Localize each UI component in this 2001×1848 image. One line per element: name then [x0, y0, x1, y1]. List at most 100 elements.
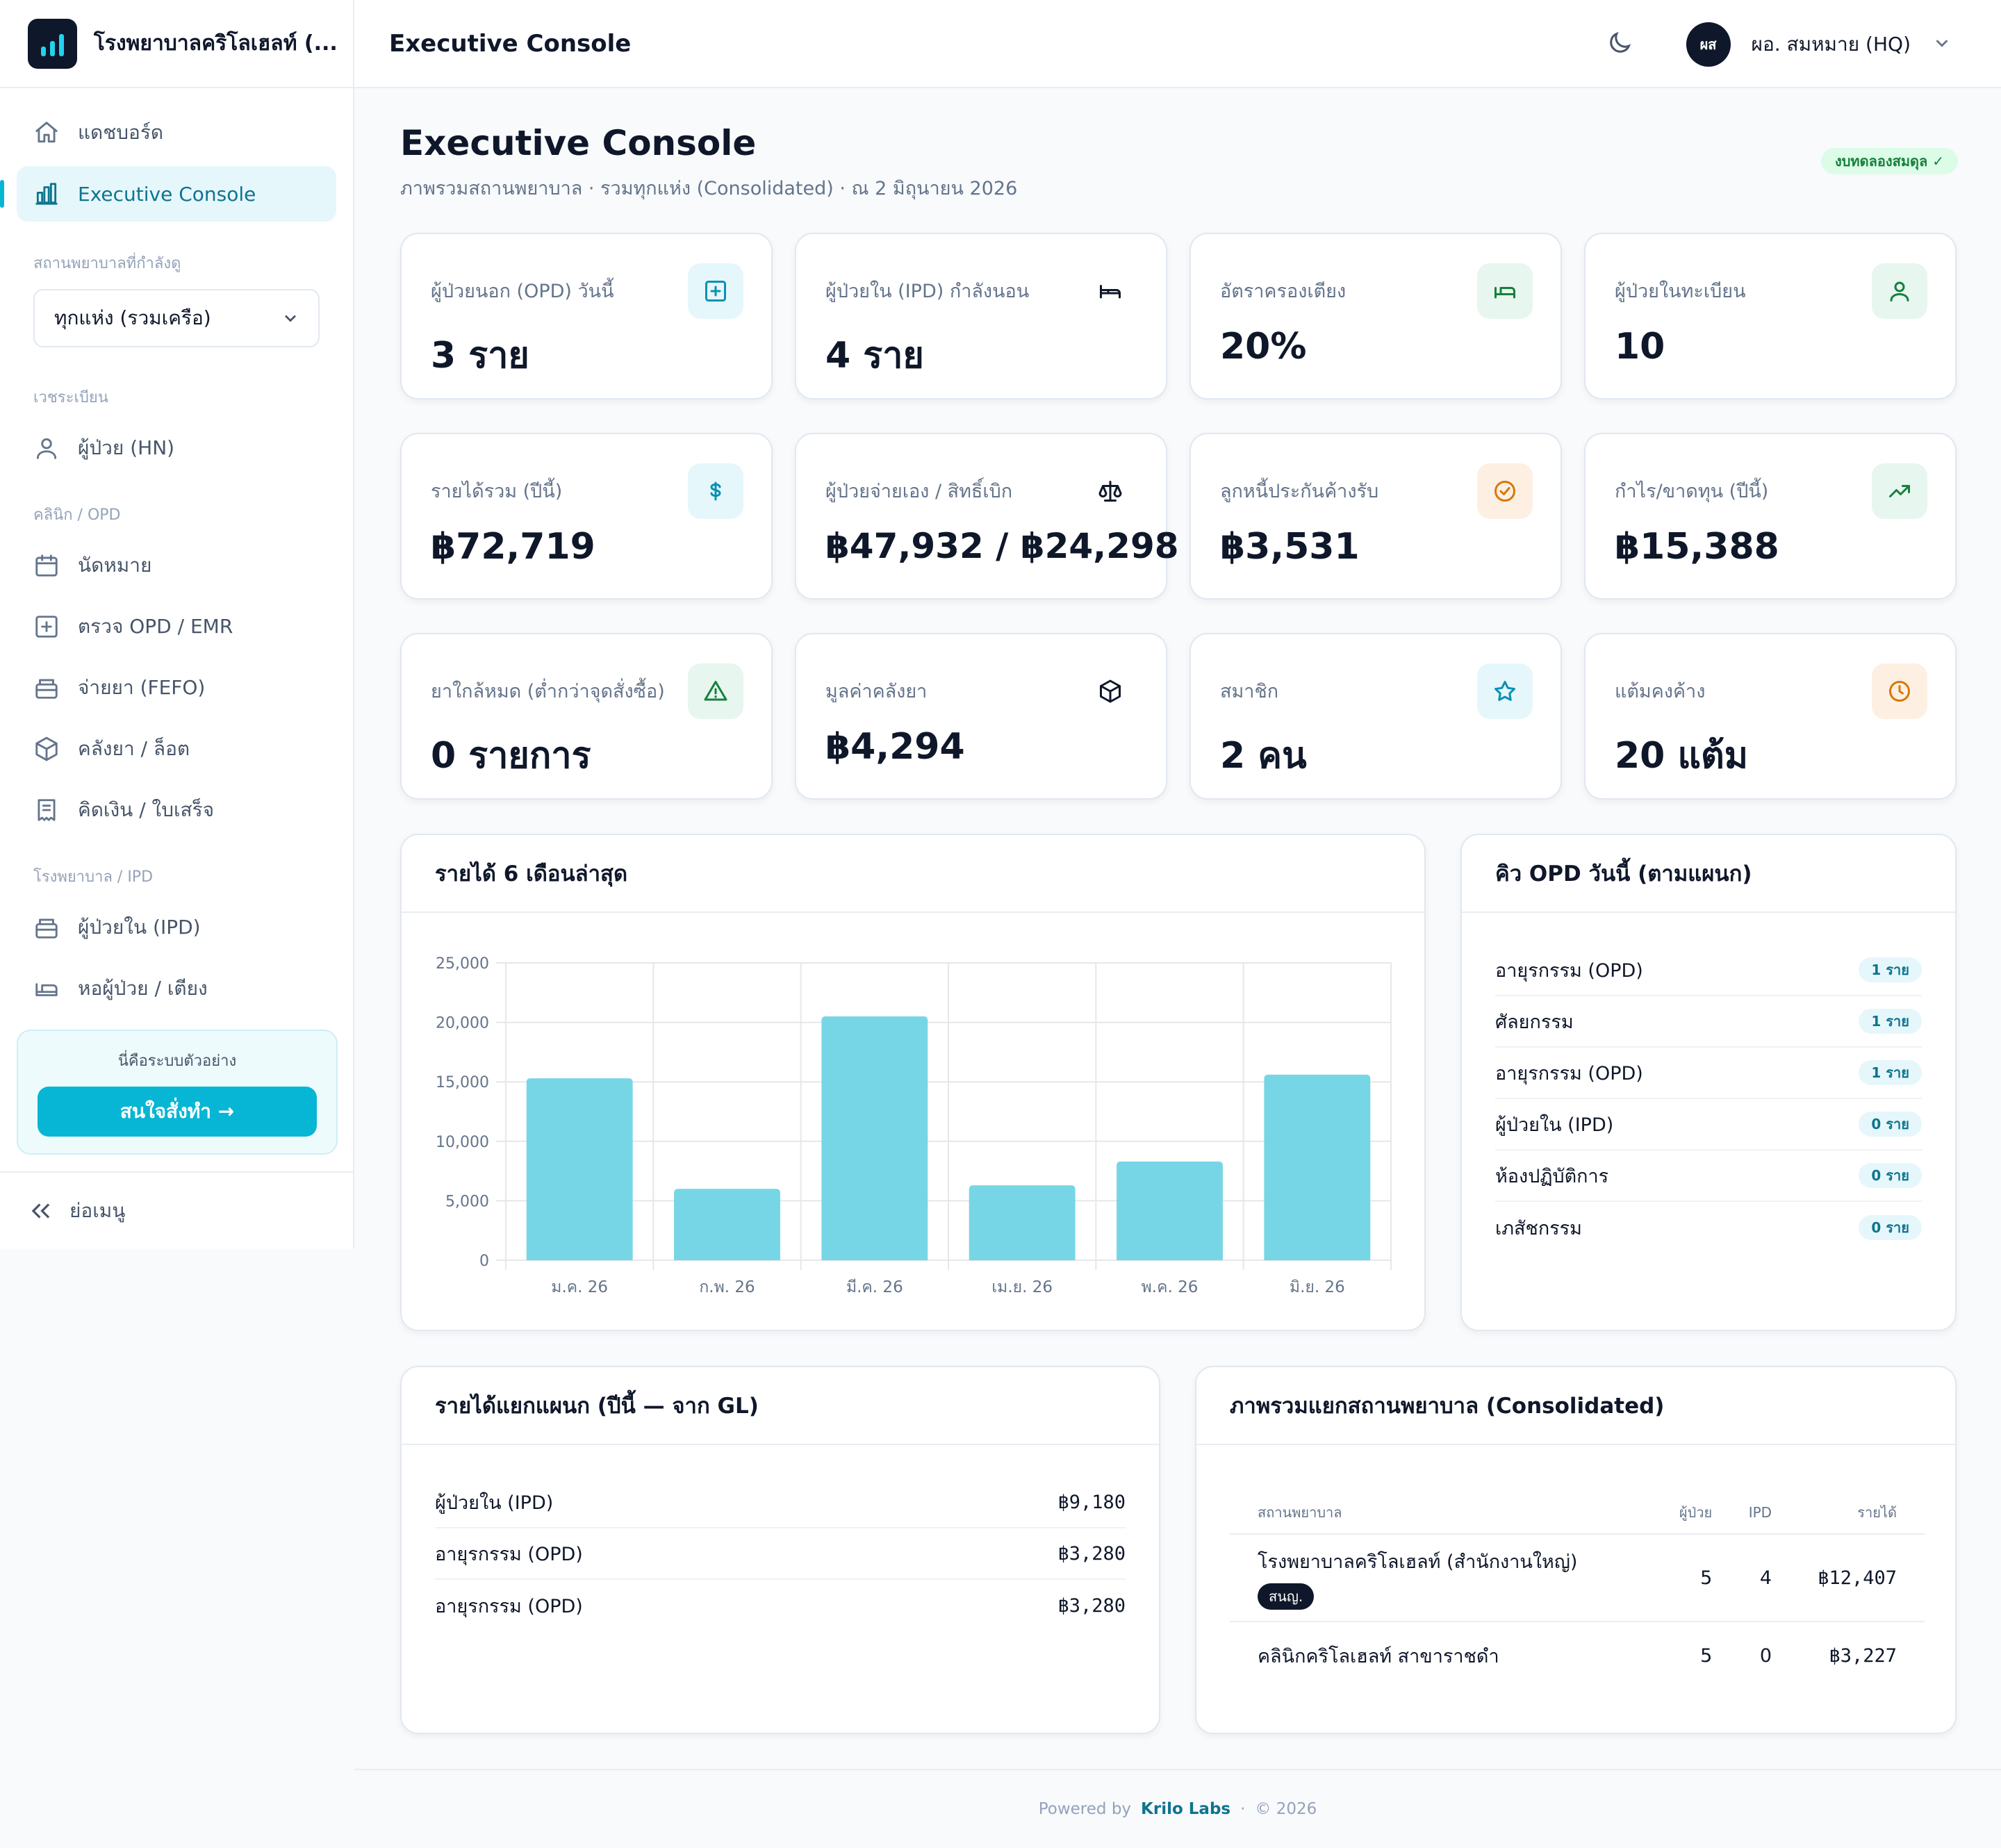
brand-header[interactable]: โรงพยาบาลคริโลเฮลท์ (...	[0, 0, 353, 88]
receipt-icon	[38, 799, 56, 821]
list-item: ผู้ป่วยใน (IPD) ฿9,180	[435, 1477, 1126, 1528]
page-title: Executive Console	[400, 123, 757, 163]
user-icon	[1872, 263, 1927, 319]
collapse-menu-button[interactable]: ย่อเมนู	[0, 1171, 354, 1249]
kpi-label: รายได้รวม (ปีนี้)	[431, 481, 563, 502]
table-header-row: สถานพยาบาล ผู้ป่วย IPD รายได้	[1230, 1491, 1925, 1535]
status-badge: งบทดลองสมดุล ✓	[1820, 148, 1958, 174]
y-tick-label: 15,000	[436, 1074, 489, 1091]
facility-select[interactable]: ทุกแห่ง (รวมเครือ)	[33, 289, 320, 347]
sidebar-item-executive-console[interactable]: Executive Console	[0, 166, 336, 222]
dept-name: ผู้ป่วยใน (IPD)	[435, 1492, 554, 1514]
sidebar-item-label: ผู้ป่วย (HN)	[78, 436, 175, 459]
kpi-label: ผู้ป่วยนอก (OPD) วันนี้	[431, 281, 614, 302]
kpi-value: ฿47,932 / ฿24,298	[825, 526, 1179, 566]
ipd-cell: 0	[1759, 1645, 1772, 1667]
inpatient-icon	[35, 918, 58, 939]
user-icon	[36, 438, 57, 459]
kpi-card-low-stock: ยาใกล้หมด (ต่ำกว่าจุดสั่งซื้อ) 0 รายการ	[400, 633, 773, 800]
queue-list: อายุรกรรม (OPD) 1 ราย ศัลยกรรม 1 ราย อายุร…	[1462, 913, 1955, 1253]
bar-chart-icon	[35, 183, 58, 205]
chevron-down-icon	[285, 315, 296, 322]
kpi-label: ผู้ป่วยจ่ายเอง / สิทธิ์เบิก	[825, 481, 1013, 502]
queue-count-badge: 0 ราย	[1859, 1112, 1922, 1137]
facility-cell: โรงพยาบาลคริโลเฮลท์ (สำนักงานใหญ่) สนญ.	[1230, 1534, 1670, 1622]
user-name[interactable]: ผอ. สมหมาย (HQ)	[1751, 32, 1911, 56]
sidebar-item-inventory[interactable]: คลังยา / ล็อต	[17, 721, 336, 777]
footer: Powered by Krilo Labs · © 2026	[354, 1769, 2001, 1848]
sidebar-item-wards[interactable]: หอผู้ป่วย / เตียง	[17, 961, 336, 1016]
footer-powered: Powered by	[1038, 1800, 1132, 1818]
x-tick-label: มิ.ย. 26	[1290, 1278, 1345, 1296]
y-tick-label: 25,000	[436, 955, 489, 973]
sidebar-item-appointments[interactable]: นัดหมาย	[17, 538, 336, 593]
sidebar-item-label: Executive Console	[78, 182, 256, 206]
kpi-label: ยาใกล้หมด (ต่ำกว่าจุดสั่งซื้อ)	[431, 681, 665, 702]
kpi-label: อัตราครองเตียง	[1220, 281, 1347, 302]
collapse-label: ย่อเมนู	[69, 1199, 126, 1222]
kpi-card-inventory-value: มูลค่าคลังยา ฿4,294	[795, 633, 1167, 800]
kpi-card-opd-today: ผู้ป่วยนอก (OPD) วันนี้ 3 ราย	[400, 233, 773, 399]
kpi-label: ผู้ป่วยใน (IPD) กำลังนอน	[825, 281, 1030, 302]
revenue-bar-chart: 0 5,000 10,000 15,000 20,000 25,000 ม.ค. 26 ก.พ…	[436, 955, 1392, 1296]
sidebar-item-patients[interactable]: ผู้ป่วย (HN)	[17, 420, 336, 476]
footer-separator: ·	[1240, 1800, 1246, 1818]
sidebar-item-opd-emr[interactable]: ตรวจ OPD / EMR	[17, 599, 336, 654]
footer-brand-link[interactable]: Krilo Labs	[1141, 1800, 1231, 1818]
consolidated-table: สถานพยาบาล ผู้ป่วย IPD รายได้ โรงพยาบาลค…	[1230, 1491, 1925, 1690]
package-icon	[35, 736, 58, 761]
calendar-icon	[35, 554, 58, 577]
dept-amount: ฿9,180	[1057, 1491, 1126, 1513]
bed-icon	[1082, 263, 1138, 319]
sidebar-item-dispense[interactable]: จ่ายยา (FEFO)	[17, 660, 336, 716]
dept-amount: ฿3,280	[1057, 1542, 1126, 1565]
sidebar: โรงพยาบาลคริโลเฮลท์ (... แดชบอร์ด Execut…	[0, 0, 354, 1249]
order-button[interactable]: สนใจสั่งทำ →	[38, 1086, 317, 1137]
sidebar-item-ipd[interactable]: ผู้ป่วยใน (IPD)	[17, 900, 336, 955]
dept-name: อายุรกรรม (OPD)	[435, 1543, 583, 1565]
kpi-label: แต้มคงค้าง	[1615, 681, 1706, 702]
kpi-card-occupancy: อัตราครองเตียง 20%	[1189, 233, 1562, 399]
list-item: อายุรกรรม (OPD) ฿3,280	[435, 1580, 1126, 1631]
brand-name: โรงพยาบาลคริโลเฮลท์ (...	[93, 31, 338, 56]
sidebar-item-label: จ่ายยา (FEFO)	[78, 676, 206, 699]
list-item: ศัลยกรรม 1 ราย	[1495, 996, 1922, 1048]
section-registry: เวชระเบียน	[33, 389, 108, 406]
revenue-cell: ฿12,407	[1800, 1534, 1925, 1622]
x-tick-label: ม.ค. 26	[551, 1278, 608, 1296]
sidebar-item-billing[interactable]: คิดเงิน / ใบเสร็จ	[17, 782, 336, 838]
kpi-card-ipd-current: ผู้ป่วยใน (IPD) กำลังนอน 4 ราย	[795, 233, 1167, 399]
list-item: ผู้ป่วยใน (IPD) 0 ราย	[1495, 1099, 1922, 1150]
kpi-label: ผู้ป่วยในทะเบียน	[1615, 281, 1746, 302]
theme-toggle-button[interactable]	[1606, 29, 1633, 60]
y-tick-label: 20,000	[436, 1015, 489, 1032]
avatar[interactable]: ผส	[1686, 22, 1731, 67]
page-subtitle: ภาพรวมสถานพยาบาล · รวมทุกแห่ง (Consolida…	[400, 178, 1018, 199]
revenue-chart-card: รายได้ 6 เดือนล่าสุด 0 5,000 10,000 15,000 2…	[400, 834, 1426, 1331]
kpi-label: มูลค่าคลังยา	[825, 681, 928, 702]
kpi-value: 4 ราย	[825, 335, 924, 377]
sidebar-item-dashboard[interactable]: แดชบอร์ด	[17, 105, 336, 160]
topbar-right: ผส ผอ. สมหมาย (HQ)	[1606, 0, 1952, 88]
table-row: คลินิกคริโลเฮลท์ สาขาราชดำ 5 0 ฿3,227	[1230, 1622, 1925, 1690]
patients-cell: 5	[1669, 1534, 1740, 1622]
col-patients: ผู้ป่วย	[1669, 1491, 1740, 1535]
dept-revenue-card: รายได้แยกแผนก (ปีนี้ — จาก GL) ผู้ป่วยใน…	[400, 1366, 1160, 1734]
list-item: ห้องปฏิบัติการ 0 ราย	[1495, 1150, 1922, 1202]
kpi-value: 20%	[1220, 326, 1307, 368]
facility-name: คลินิกคริโลเฮลท์ สาขาราชดำ	[1258, 1646, 1499, 1667]
chart-bar	[1117, 1161, 1223, 1260]
y-tick-label: 0	[479, 1253, 489, 1270]
dept-revenue-list: ผู้ป่วยใน (IPD) ฿9,180 อายุรกรรม (OPD) ฿3,…	[402, 1445, 1159, 1631]
user-menu-toggle[interactable]	[1932, 33, 1952, 56]
ipd-cell: 4	[1740, 1534, 1800, 1622]
patients-cell: 5	[1700, 1645, 1713, 1667]
kpi-card-members: สมาชิก 2 คน	[1189, 633, 1562, 800]
star-icon	[1477, 663, 1533, 719]
kpi-card-profit: กำไร/ขาดทุน (ปีนี้) ฿15,388	[1584, 433, 1957, 600]
kpi-card-selfpay-claims: ผู้ป่วยจ่ายเอง / สิทธิ์เบิก ฿47,932 / ฿2…	[795, 433, 1179, 600]
check-circle-icon	[1477, 463, 1533, 519]
chevron-down-icon	[1936, 39, 1948, 47]
table-row: โรงพยาบาลคริโลเฮลท์ (สำนักงานใหญ่) สนญ. …	[1230, 1534, 1925, 1622]
kpi-label: สมาชิก	[1220, 681, 1279, 702]
